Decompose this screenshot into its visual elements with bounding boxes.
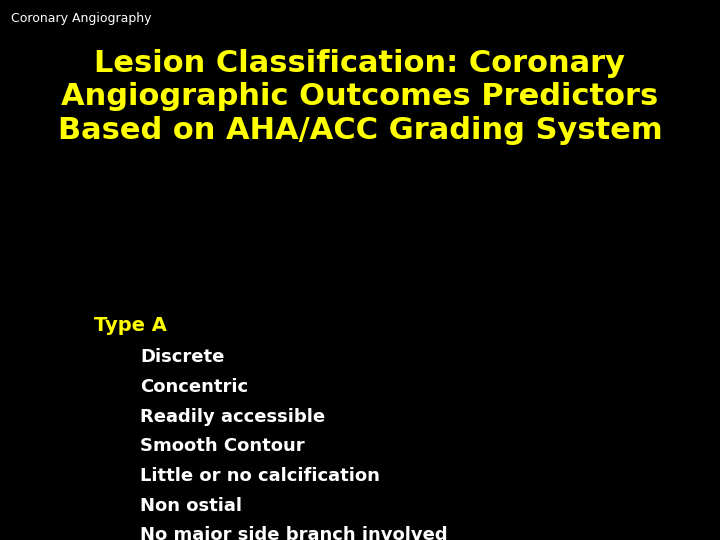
Text: Non ostial: Non ostial [140, 497, 243, 515]
Text: Little or no calcification: Little or no calcification [140, 467, 380, 485]
Text: Discrete: Discrete [140, 348, 225, 366]
Text: Coronary Angiography: Coronary Angiography [11, 12, 151, 25]
Text: No major side branch involved: No major side branch involved [140, 526, 448, 540]
Text: Type A: Type A [94, 316, 166, 335]
Text: Smooth Contour: Smooth Contour [140, 437, 305, 455]
Text: Lesion Classification: Coronary
Angiographic Outcomes Predictors
Based on AHA/AC: Lesion Classification: Coronary Angiogra… [58, 49, 662, 145]
Text: Readily accessible: Readily accessible [140, 408, 325, 426]
Text: Concentric: Concentric [140, 378, 248, 396]
